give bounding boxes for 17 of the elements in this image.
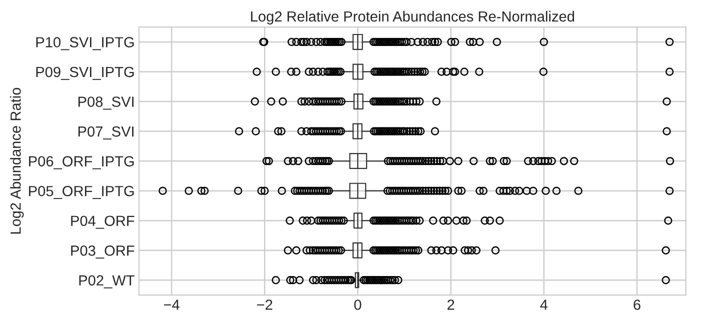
x-tick-label: 2 — [448, 300, 454, 310]
x-tick-label: −2 — [257, 300, 272, 310]
y-tick-label: P02_WT — [79, 275, 134, 288]
x-tick-label: 6 — [634, 300, 640, 310]
y-tick-label: P08_SVI — [78, 96, 134, 110]
y-tick-label: P07_SVI — [78, 126, 134, 140]
y-tick-label: P10_SVI_IPTG — [36, 37, 134, 50]
y-axis-title: Log2 Abundance Ratio — [10, 88, 24, 234]
y-tick-label: P09_SVI_IPTG — [36, 66, 134, 80]
y-tick-label: P03_ORF — [71, 245, 134, 259]
x-tick-label: 0 — [354, 300, 362, 310]
x-tick-label: −4 — [164, 300, 180, 310]
y-tick-label: P04_ORF — [71, 216, 134, 229]
y-tick-label: P06_ORF_IPTG — [29, 156, 134, 170]
x-tick-label: 4 — [540, 300, 548, 310]
chart-title: Log2 Relative Protein Abundances Re-Normalized — [251, 10, 574, 25]
y-tick-label: P05_ORF_IPTG — [29, 186, 134, 199]
